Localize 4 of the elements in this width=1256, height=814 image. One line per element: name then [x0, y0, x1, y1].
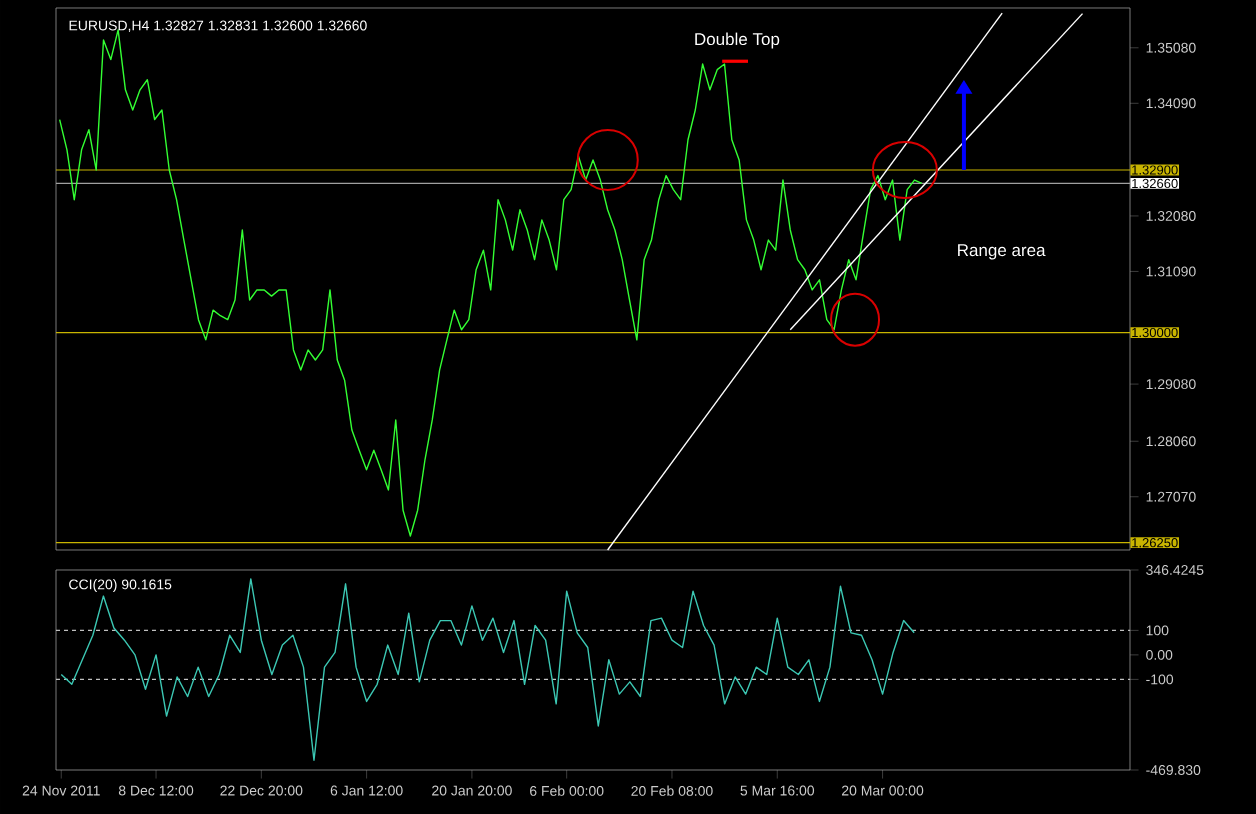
line-series: [58, 29, 923, 537]
annotation: Double Top: [695, 32, 780, 49]
line-series: [60, 578, 915, 761]
annotation: Range area: [958, 244, 1046, 260]
